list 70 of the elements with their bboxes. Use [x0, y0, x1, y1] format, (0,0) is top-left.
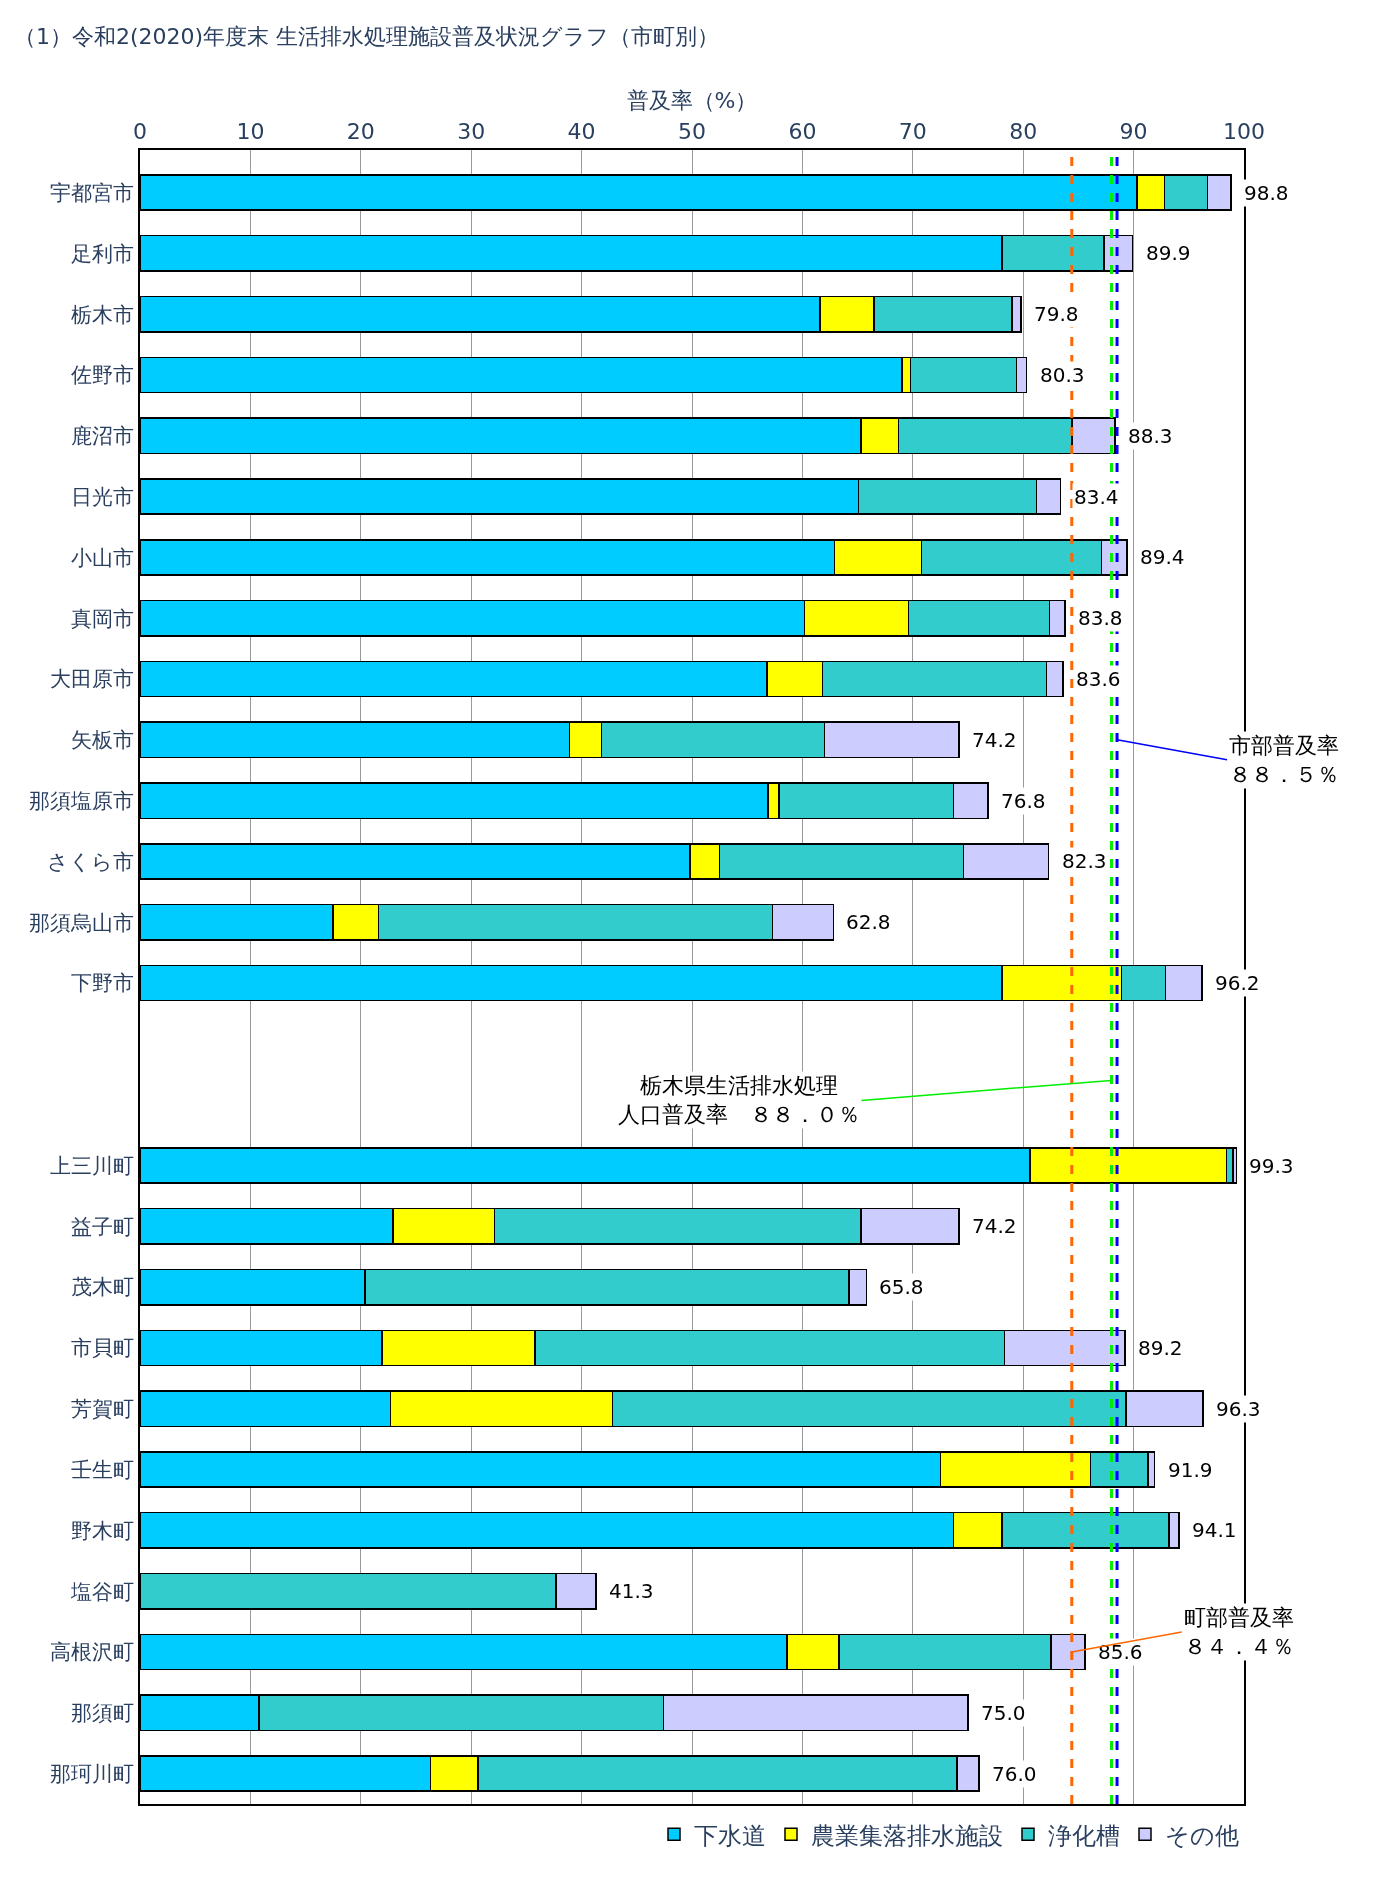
- y-tick-label: 市貝町: [70, 1336, 134, 1361]
- y-tick-label: 芳賀町: [70, 1397, 134, 1422]
- y-tick-label: さくら市: [46, 849, 134, 874]
- y-tick-label: 野木町: [70, 1518, 134, 1543]
- x-tick-label: 10: [236, 119, 265, 145]
- total-label: 80.3: [1040, 363, 1085, 387]
- x-tick-label: 80: [1009, 119, 1038, 145]
- ref-line-label: 栃木県生活排水処理人口普及率 ８８．０％: [618, 1073, 860, 1127]
- ref-line-label: 町部普及率８４．４％: [1184, 1605, 1294, 1659]
- y-tick-label: 足利市: [70, 241, 134, 266]
- total-label: 83.8: [1078, 606, 1123, 630]
- y-tick-label: 高根沢町: [49, 1640, 134, 1665]
- y-tick-label: 那須町: [70, 1701, 134, 1726]
- total-label: 65.8: [879, 1275, 924, 1299]
- y-tick-label: 壬生町: [70, 1457, 134, 1482]
- total-label: 96.2: [1215, 971, 1260, 995]
- y-tick-label: 那珂川町: [49, 1761, 134, 1786]
- total-label: 74.2: [972, 1214, 1017, 1238]
- total-label: 94.1: [1192, 1518, 1237, 1542]
- x-tick-label: 70: [898, 119, 927, 145]
- x-tick-label: 30: [457, 119, 486, 145]
- y-tick-label: 下野市: [70, 971, 134, 996]
- y-tick-label: 日光市: [70, 484, 134, 509]
- x-tick-label: 20: [346, 119, 375, 145]
- x-tick-label: 40: [567, 119, 596, 145]
- chart-title: （1）令和2(2020)年度末 生活排水処理施設普及状況グラフ（市町別）: [13, 23, 720, 49]
- y-tick-label: 真岡市: [70, 606, 134, 631]
- total-label: 41.3: [609, 1579, 654, 1603]
- y-tick-label: 小山市: [70, 545, 134, 570]
- total-label: 99.3: [1249, 1154, 1294, 1178]
- y-tick-label: 那須烏山市: [28, 910, 134, 935]
- ref-line-label: 市部普及率８８．５％: [1229, 733, 1339, 787]
- x-axis-title: 普及率（%）: [626, 87, 758, 113]
- y-tick-label: 宇都宮市: [49, 180, 134, 205]
- legend-label: 農業集落排水施設: [811, 1821, 1003, 1850]
- total-label: 98.8: [1244, 181, 1289, 205]
- y-tick-label: 佐野市: [70, 363, 134, 388]
- y-tick-label: 那須塩原市: [28, 789, 134, 813]
- legend-label: 下水道: [694, 1821, 766, 1850]
- x-tick-label: 60: [788, 119, 817, 145]
- y-tick-label: 矢板市: [70, 728, 134, 753]
- total-label: 83.4: [1074, 485, 1119, 509]
- total-label: 79.8: [1034, 302, 1079, 326]
- legend-label: 浄化槽: [1048, 1821, 1120, 1850]
- total-label: 74.2: [972, 728, 1017, 752]
- y-tick-label: 塩谷町: [69, 1579, 134, 1604]
- total-label: 83.6: [1076, 667, 1121, 691]
- total-label: 76.0: [992, 1762, 1037, 1786]
- total-label: 82.3: [1062, 849, 1107, 873]
- x-tick-label: 50: [678, 119, 706, 145]
- x-tick-label: 0: [133, 119, 147, 145]
- total-label: 88.3: [1128, 424, 1173, 448]
- total-label: 62.8: [846, 910, 891, 934]
- y-tick-label: 鹿沼市: [70, 424, 134, 449]
- total-label: 91.9: [1168, 1458, 1213, 1482]
- y-tick-label: 栃木市: [70, 302, 134, 327]
- total-label: 75.0: [981, 1701, 1026, 1725]
- legend-label: その他: [1165, 1821, 1239, 1850]
- total-label: 89.2: [1138, 1336, 1183, 1360]
- total-label: 96.3: [1216, 1397, 1261, 1421]
- x-tick-label: 100: [1223, 119, 1265, 145]
- y-tick-label: 益子町: [70, 1214, 134, 1239]
- x-tick-label: 90: [1119, 119, 1148, 145]
- total-label: 89.9: [1146, 241, 1191, 265]
- y-tick-label: 上三川町: [49, 1153, 134, 1178]
- total-label: 76.8: [1001, 789, 1046, 813]
- y-tick-label: 大田原市: [49, 667, 134, 692]
- total-label: 89.4: [1140, 545, 1185, 569]
- total-label: 85.6: [1098, 1640, 1143, 1664]
- y-tick-label: 茂木町: [70, 1275, 134, 1300]
